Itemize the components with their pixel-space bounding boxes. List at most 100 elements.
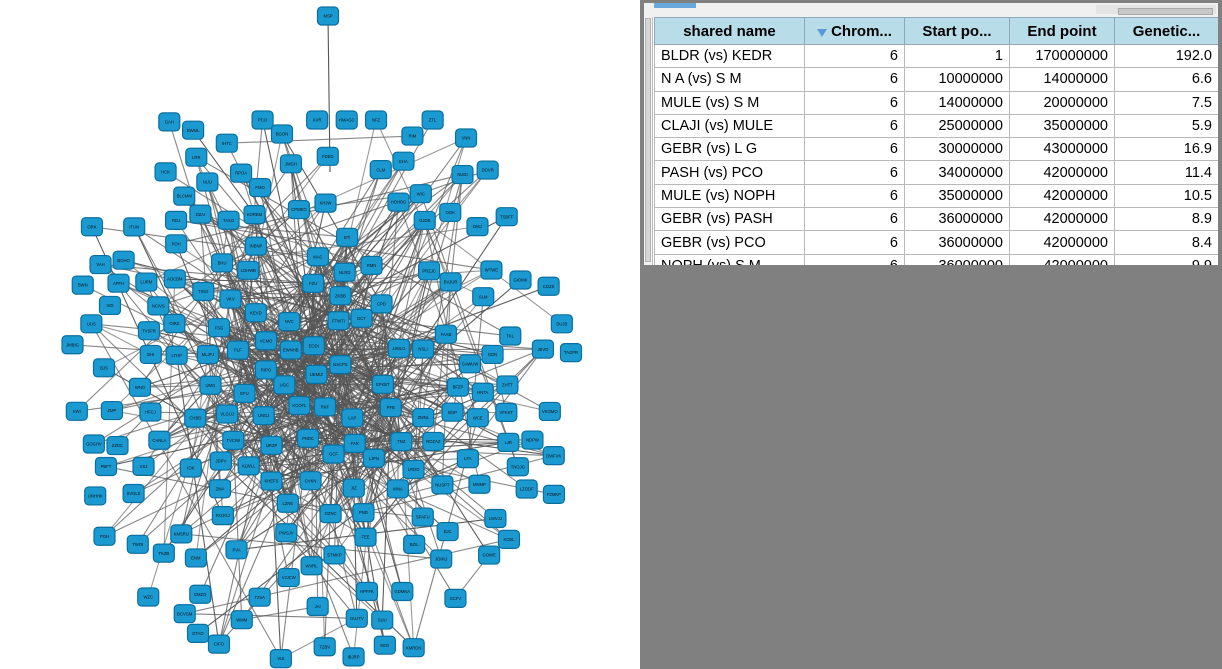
network-node[interactable]: UGC	[273, 375, 296, 395]
cell-end_point[interactable]: 42000000	[1009, 253, 1115, 265]
network-node[interactable]: ZHTT	[496, 375, 519, 395]
cell-start_point[interactable]: 36000000	[904, 207, 1010, 232]
cell-start_point[interactable]: 35000000	[904, 183, 1010, 209]
network-node[interactable]: FMO	[248, 177, 272, 198]
cell-genetic[interactable]: 11.4	[1114, 160, 1218, 185]
network-edge[interactable]	[299, 348, 424, 406]
network-node[interactable]: CAWUW	[458, 354, 482, 374]
network-node[interactable]: JMBIG	[61, 335, 84, 355]
network-node[interactable]: OIRZ	[163, 313, 186, 334]
network-node[interactable]: SLM	[472, 287, 495, 307]
network-node[interactable]: VKOMO	[538, 401, 561, 422]
network-node[interactable]: GCFV	[444, 588, 467, 608]
network-node[interactable]: WIC	[409, 184, 432, 204]
network-node[interactable]: DUJB	[550, 314, 573, 334]
network-node[interactable]: RIM	[401, 126, 424, 146]
cell-chromosome[interactable]: 6	[804, 43, 905, 69]
cell-start_point[interactable]: 10000000	[904, 67, 1010, 92]
network-node[interactable]: ZZDC	[106, 435, 129, 456]
network-node[interactable]: GUJTV	[345, 608, 368, 628]
network-node[interactable]: PRZJC	[417, 261, 441, 281]
network-edge[interactable]	[363, 483, 480, 514]
network-node[interactable]: DZAI	[189, 204, 212, 224]
network-node[interactable]: UMG	[199, 375, 222, 395]
network-node[interactable]: BFZP	[446, 377, 470, 397]
network-edge[interactable]	[184, 613, 357, 619]
vertical-scrollbar[interactable]	[644, 17, 653, 265]
cell-end_point[interactable]: 35000000	[1009, 113, 1115, 139]
network-node[interactable]: NUDI	[451, 164, 474, 185]
network-edge[interactable]	[111, 202, 326, 411]
network-node[interactable]: CIFO	[207, 634, 231, 654]
network-node[interactable]: HPFFK	[355, 581, 379, 602]
network-node[interactable]: VKV	[219, 289, 242, 309]
network-edge[interactable]	[229, 214, 256, 300]
table-row[interactable]: N A (vs) S M 6 10000000 14000000 6.6	[654, 67, 1218, 92]
network-node[interactable]: STMKP	[323, 545, 346, 565]
network-node[interactable]: HCK	[154, 162, 177, 182]
cell-chromosome[interactable]: 6	[804, 67, 905, 92]
network-node[interactable]: BGON	[270, 124, 294, 144]
network-node[interactable]: CDZS	[537, 276, 560, 296]
network-edge[interactable]	[313, 345, 402, 443]
network-node[interactable]: UEMIZ	[305, 364, 328, 384]
network-node[interactable]: ORK	[80, 217, 104, 237]
column-header-genetic[interactable]: Genetic...	[1114, 17, 1218, 45]
network-node[interactable]: TZBV	[313, 637, 336, 657]
network-node[interactable]: UNHHK	[84, 486, 107, 506]
network-node[interactable]: PVA	[225, 540, 248, 560]
network-node[interactable]: FSG	[207, 318, 231, 338]
network-edge[interactable]	[175, 220, 334, 455]
network-node[interactable]: TKZB	[152, 543, 175, 563]
network-edge[interactable]	[226, 413, 510, 540]
network-node[interactable]: ENM	[184, 548, 208, 568]
network-node[interactable]: VUI	[269, 648, 292, 669]
cell-genetic[interactable]: 10.5	[1114, 183, 1218, 209]
cell-chromosome[interactable]: 6	[804, 183, 905, 209]
network-node[interactable]: GCF	[322, 444, 345, 464]
network-node[interactable]: DCT	[350, 308, 373, 328]
network-node[interactable]: VNN	[454, 128, 478, 148]
network-node[interactable]: UNGJ	[252, 406, 275, 426]
network-node[interactable]: HMAGC	[335, 110, 358, 130]
network-node[interactable]: KHEFS	[260, 471, 283, 491]
network-node[interactable]: BLCMM	[173, 186, 196, 206]
network-edge[interactable]	[220, 460, 311, 482]
network-node[interactable]: GOGHV	[82, 434, 105, 454]
cell-shared_name[interactable]: MULE (vs) S M	[654, 90, 805, 115]
network-node[interactable]: KCBL	[497, 529, 521, 550]
network-node[interactable]: KVR	[306, 110, 329, 130]
cell-chromosome[interactable]: 6	[804, 207, 905, 232]
network-node[interactable]: DMJ	[466, 217, 489, 237]
cell-shared_name[interactable]: GEBR (vs) L G	[654, 137, 805, 162]
cell-shared_name[interactable]: CLAJI (vs) MULE	[654, 113, 805, 139]
network-edge[interactable]	[103, 367, 234, 441]
network-node[interactable]: IHTC	[215, 133, 238, 153]
network-node[interactable]: KEVD	[244, 303, 268, 323]
table-row[interactable]: NOPH (vs) S M636000000420000009.9	[654, 253, 1218, 265]
network-node[interactable]: LURM	[135, 272, 158, 292]
network-node[interactable]: NLRD	[333, 262, 356, 282]
network-edge[interactable]	[339, 220, 426, 365]
cell-genetic[interactable]: 16.9	[1114, 137, 1218, 162]
table-row[interactable]: PASH (vs) PCO 6 34000000 42000000 11.4	[654, 160, 1218, 185]
network-edge[interactable]	[344, 272, 399, 489]
cell-end_point[interactable]: 42000000	[1009, 183, 1115, 209]
network-node[interactable]: PWSJV	[275, 523, 298, 543]
network-node[interactable]: LFA	[456, 449, 479, 469]
cell-start_point[interactable]: 30000000	[904, 137, 1010, 162]
network-node[interactable]: BVJUR	[439, 272, 462, 292]
network-node[interactable]: JOIKU	[430, 549, 453, 569]
cell-end_point[interactable]: 20000000	[1009, 90, 1115, 115]
network-node[interactable]: TZVA	[248, 587, 271, 607]
network-node[interactable]: BJC	[436, 521, 459, 542]
network-node[interactable]: VJJCW	[277, 567, 300, 588]
network-node[interactable]: GJDB	[413, 210, 436, 231]
cell-start_point[interactable]: 34000000	[904, 160, 1010, 185]
network-node[interactable]: WTWE	[480, 260, 503, 280]
network-node[interactable]: BHI	[139, 344, 162, 365]
network-edge[interactable]	[103, 256, 319, 369]
cell-end_point[interactable]: 42000000	[1009, 160, 1115, 185]
network-node[interactable]: MLJFJ	[196, 344, 220, 365]
network-node[interactable]: IJRZP	[260, 435, 283, 455]
